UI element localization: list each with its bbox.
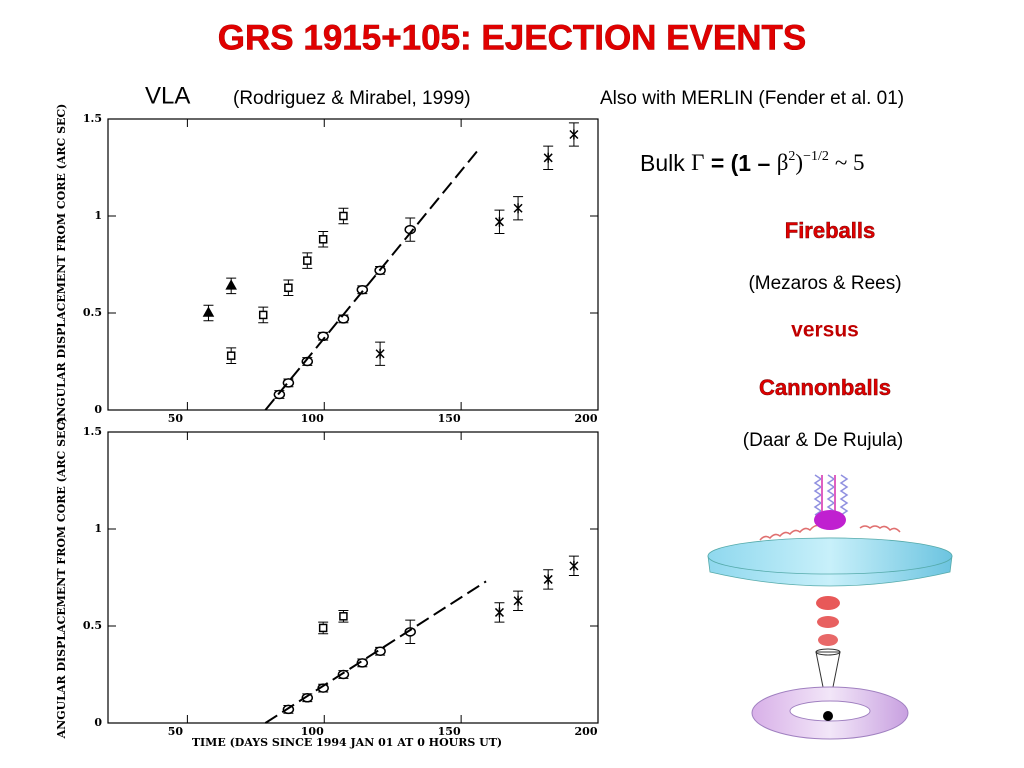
- plot-frame: [107, 118, 599, 411]
- x-tick-label: 200: [575, 412, 598, 425]
- x-axis-label: TIME (DAYS SINCE 1994 JAN 01 AT 0 HOURS …: [192, 736, 502, 749]
- black-hole: [823, 711, 833, 721]
- formula-superscript: 2: [788, 149, 795, 164]
- x-tick-label: 50: [168, 412, 184, 425]
- data-point: [543, 574, 553, 585]
- y-tick-label: 0.5: [83, 619, 102, 632]
- fireballs-heading: Fireballs: [785, 218, 875, 243]
- y-tick-label: 1: [94, 522, 102, 535]
- vla-label: VLA: [145, 82, 190, 109]
- x-tick-label: 150: [438, 412, 461, 425]
- cannonball-illustration: [751, 596, 909, 740]
- data-point: [318, 235, 328, 244]
- fit-line: [264, 149, 479, 411]
- data-point: [226, 351, 236, 360]
- plot-frame: [107, 431, 599, 724]
- x-tick-label: 100: [301, 725, 324, 738]
- data-point: [202, 306, 215, 317]
- chart: 0 0.5 1 1.5 50 100 150 200 ANGULAR DISPLACEMENT …: [55, 104, 599, 427]
- formula-text: Bulk: [640, 150, 685, 176]
- data-point: [337, 669, 350, 680]
- cone: [815, 648, 841, 656]
- versus-label: versus: [791, 319, 859, 342]
- x-tick-label: 200: [575, 725, 598, 738]
- cannonball: [817, 616, 839, 628]
- torus-hole: [789, 700, 871, 722]
- data-point: [318, 623, 328, 633]
- y-tick-label: 0: [94, 716, 102, 729]
- data-point: [569, 560, 579, 571]
- data-point: [375, 348, 385, 359]
- data-point: [303, 256, 312, 265]
- x-tick-label: 150: [438, 725, 461, 738]
- jet-wave: [821, 475, 836, 515]
- data-point: [543, 152, 553, 163]
- cannonballs-heading: Cannonballs: [759, 375, 891, 400]
- data-point: [301, 693, 314, 703]
- fireball-illustration: [707, 474, 953, 587]
- y-tick-label: 1: [94, 209, 102, 222]
- vla-reference: (Rodriguez & Mirabel, 1999): [233, 88, 471, 109]
- data-point: [339, 612, 348, 621]
- data-point: [339, 211, 348, 221]
- formula-text: = (1 –: [711, 150, 771, 176]
- lorentz-formula: Bulk Γ = (1 – β2)−1/2 ~ 5: [640, 149, 865, 176]
- data-point: [258, 310, 268, 320]
- data-point: [374, 646, 386, 656]
- data-point: [225, 279, 237, 290]
- x-tick-label: 50: [168, 725, 184, 738]
- accretion-disk: [707, 537, 953, 575]
- data-point: [513, 203, 523, 214]
- cannonball: [816, 596, 840, 610]
- fireballs-reference: (Mezaros & Rees): [748, 273, 901, 294]
- y-tick-label: 0.5: [83, 306, 102, 319]
- fireball-blob: [814, 510, 846, 530]
- y-axis-label: ANGULAR DISPLACEMENT FROM CORE (ARC SEC): [55, 104, 68, 427]
- data-point: [356, 284, 369, 295]
- y-axis-label: ANGULAR DISPLACEMENT FROM CORE (ARC SEC): [55, 417, 68, 740]
- formula-text: ): [795, 150, 803, 175]
- y-tick-label: 1.5: [83, 425, 102, 438]
- cannonballs-reference: (Daar & De Rujula): [743, 430, 904, 451]
- data-point: [494, 216, 504, 227]
- cannonball: [818, 634, 838, 646]
- fit-line: [264, 580, 487, 724]
- slide-title: GRS 1915+105: EJECTION EVENTS: [218, 18, 806, 57]
- formula-symbol: β: [777, 150, 789, 175]
- data-point: [494, 607, 504, 618]
- data-point: [284, 283, 293, 293]
- data-point: [569, 129, 579, 140]
- y-tick-label: 0: [94, 403, 102, 416]
- x-tick-label: 100: [301, 412, 324, 425]
- radiation-wave: [759, 524, 901, 541]
- data-point: [513, 595, 523, 606]
- formula-symbol: Γ: [691, 150, 704, 175]
- formula-text: ~ 5: [835, 150, 865, 175]
- merlin-note: Also with MERLIN (Fender et al. 01): [600, 88, 904, 109]
- chart: 0 0.5 1 1.5 50 100 150 200 ANGULAR DISPLACEMENT …: [55, 417, 599, 749]
- y-tick-label: 1.5: [83, 112, 102, 125]
- jet-wave: [813, 474, 849, 516]
- cone: [815, 651, 841, 713]
- data-point: [404, 627, 416, 637]
- formula-superscript: −1/2: [803, 149, 829, 164]
